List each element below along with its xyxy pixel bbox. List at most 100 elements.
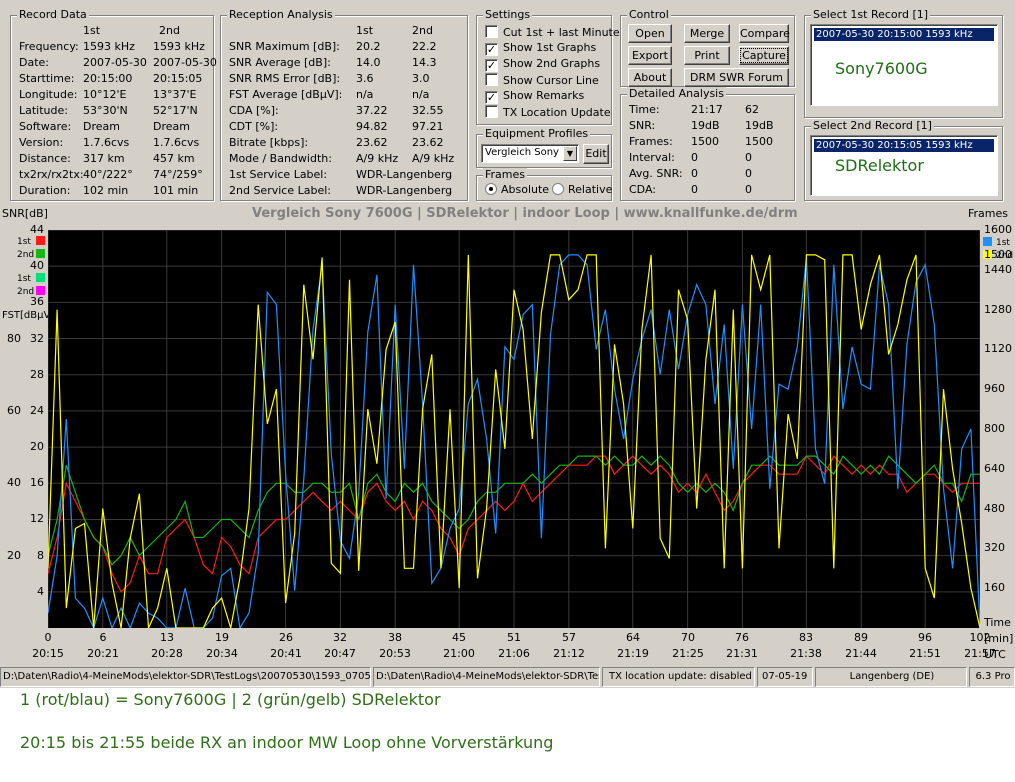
reception-field-label: 2nd Service Label:: [229, 184, 331, 197]
frames-tick-label: 800: [984, 422, 1005, 435]
reception-field-value-1st: WDR-Langenberg: [356, 168, 453, 181]
about-label: About: [633, 71, 667, 84]
reception-field-value-2nd: 22.2: [412, 40, 437, 53]
print-button[interactable]: Print: [684, 46, 730, 65]
select-2nd-record-title: Select 2nd Record [1]: [811, 119, 934, 132]
reception-col-1st: 1st: [356, 24, 374, 37]
select-2nd-record-panel: Select 2nd Record [1] 2007-05-30 20:15:0…: [804, 119, 1003, 201]
capture-button[interactable]: Capture: [739, 46, 789, 65]
detailed-field-value-1st: 0: [691, 167, 698, 180]
record-field-value-2nd: Dream: [153, 120, 190, 133]
compare-button[interactable]: Compare: [739, 24, 790, 43]
snr-axis-label: SNR[dB]: [2, 207, 48, 220]
reception-field-value-2nd: 32.55: [412, 104, 444, 117]
minute-tick-label: 64: [626, 631, 640, 644]
record-field-value-1st: 20:15:00: [83, 72, 133, 85]
frames-relative-radio[interactable]: Relative: [552, 183, 612, 197]
detailed-field-label: SNR:: [629, 119, 656, 132]
select-1st-record-panel: Select 1st Record [1] 2007-05-30 20:15:0…: [804, 8, 1003, 118]
legend-snr-1st-label: 1st: [17, 237, 31, 247]
fst-tick-label: 60: [7, 404, 21, 417]
merge-label: Merge: [689, 27, 725, 40]
merge-button[interactable]: Merge: [684, 24, 730, 43]
reception-field-value-1st: n/a: [356, 88, 374, 101]
chart-plot-area[interactable]: [48, 230, 980, 628]
minute-tick-label: 32: [333, 631, 347, 644]
fst-tick-label: 20: [7, 549, 21, 562]
detailed-field-label: CDA:: [629, 183, 656, 196]
legend-snr-1st-swatch: [36, 236, 45, 245]
settings-checkbox-label: Show 2nd Graphs: [503, 57, 601, 70]
record-data-title: Record Data: [17, 8, 89, 21]
record-1-listbox[interactable]: 2007-05-30 20:15:00 1593 kHz Sony7600G: [810, 24, 998, 106]
note-line-1: 1 (rot/blau) = Sony7600G | 2 (grün/gelb)…: [20, 690, 441, 709]
legend-snr-2nd-swatch: [36, 249, 45, 258]
series-line-1st-frames: [48, 254, 980, 628]
time-tick-label: 20:41: [270, 647, 302, 660]
control-panel: Control Open Merge Compare Export Print …: [620, 8, 795, 87]
note-line-2: 20:15 bis 21:55 beide RX an indoor MW Lo…: [20, 733, 554, 752]
record-field-value-1st: Dream: [83, 120, 120, 133]
drm-forum-button[interactable]: DRM SWR Forum: [684, 68, 789, 87]
time-tick-label: 21:57: [964, 647, 996, 660]
record-field-label: Software:: [19, 120, 72, 133]
frames-tick-label: 1600: [984, 223, 1012, 236]
record-field-value-2nd: 1593 kHz: [153, 40, 205, 53]
settings-checkbox[interactable]: Cut 1st + last Minute: [485, 25, 620, 40]
minutes-unit-label: [min]: [984, 632, 1014, 645]
profile-edit-button[interactable]: Edit: [583, 144, 609, 164]
record-2-remark: SDRelektor: [835, 156, 924, 175]
chevron-down-icon[interactable]: ▼: [563, 146, 577, 161]
settings-checkbox[interactable]: TX Location Update: [485, 105, 611, 120]
time-tick-label: 21:00: [443, 647, 475, 660]
print-label: Print: [694, 49, 720, 62]
equipment-profiles-title: Equipment Profiles: [483, 127, 591, 140]
minute-tick-label: 83: [799, 631, 813, 644]
frames-tick-label: 480: [984, 502, 1005, 515]
frames-absolute-radio[interactable]: Absolute: [485, 183, 549, 197]
record-field-label: Latitude:: [19, 104, 68, 117]
app-window: Record Data 1st 2nd Frequency: 1593 kHz 15…: [0, 0, 1015, 688]
detailed-field-value-1st: 0: [691, 151, 698, 164]
fst-axis-label: FST[dBµV]: [2, 310, 55, 321]
snr-tick-label: 40: [30, 259, 44, 272]
detailed-field-label: Frames:: [629, 135, 673, 148]
record-field-value-1st: 53°30'N: [83, 104, 128, 117]
reception-field-value-2nd: 97.21: [412, 120, 444, 133]
reception-field-label: Bitrate [kbps]:: [229, 136, 309, 149]
status-path-1: D:\Daten\Radio\4-MeineMods\elektor-SDR\T…: [0, 667, 371, 687]
time-tick-label: 20:28: [151, 647, 183, 660]
settings-checkbox-label: Cut 1st + last Minute: [503, 26, 620, 39]
settings-checkbox[interactable]: Show Cursor Line: [485, 73, 599, 88]
settings-checkbox-label: TX Location Update: [503, 106, 611, 119]
profile-select[interactable]: Vergleich Sony 7 ▼: [481, 144, 579, 163]
record-2-list-item[interactable]: 2007-05-30 20:15:05 1593 kHz: [814, 139, 994, 152]
reception-field-value-2nd: 3.0: [412, 72, 430, 85]
time-tick-label: 20:34: [206, 647, 238, 660]
control-title: Control: [627, 8, 671, 21]
record-2-listbox[interactable]: 2007-05-30 20:15:05 1593 kHz SDRelektor: [810, 135, 998, 196]
legend-fst-2nd-swatch: [36, 286, 45, 295]
record-field-value-1st: 1593 kHz: [83, 40, 135, 53]
export-button[interactable]: Export: [628, 46, 672, 65]
minute-tick-label: 96: [918, 631, 932, 644]
about-button[interactable]: About: [628, 68, 672, 87]
open-button[interactable]: Open: [628, 24, 672, 43]
reception-title: Reception Analysis: [227, 8, 335, 21]
settings-checkbox[interactable]: ✓ Show 2nd Graphs: [485, 57, 600, 72]
record-1-list-item[interactable]: 2007-05-30 20:15:00 1593 kHz: [814, 28, 994, 41]
snr-tick-label: 44: [30, 223, 44, 236]
snr-tick-label: 8: [37, 549, 44, 562]
detailed-analysis-title: Detailed Analysis: [627, 87, 726, 100]
minute-tick-label: 0: [44, 631, 52, 644]
record-field-value-1st: 40°/222°: [83, 168, 133, 181]
record-field-value-2nd: 2007-05-30: [153, 56, 217, 69]
settings-checkbox[interactable]: ✓ Show Remarks: [485, 89, 584, 104]
time-tick-label: 21:38: [790, 647, 822, 660]
frames-tick-label: 960: [984, 382, 1005, 395]
reception-field-label: SNR Maximum [dB]:: [229, 40, 340, 53]
minute-tick-label: 6: [99, 631, 107, 644]
status-version: 6.3 Pro: [969, 667, 1015, 687]
time-tick-label: 21:19: [617, 647, 649, 660]
settings-checkbox[interactable]: ✓ Show 1st Graphs: [485, 41, 596, 56]
